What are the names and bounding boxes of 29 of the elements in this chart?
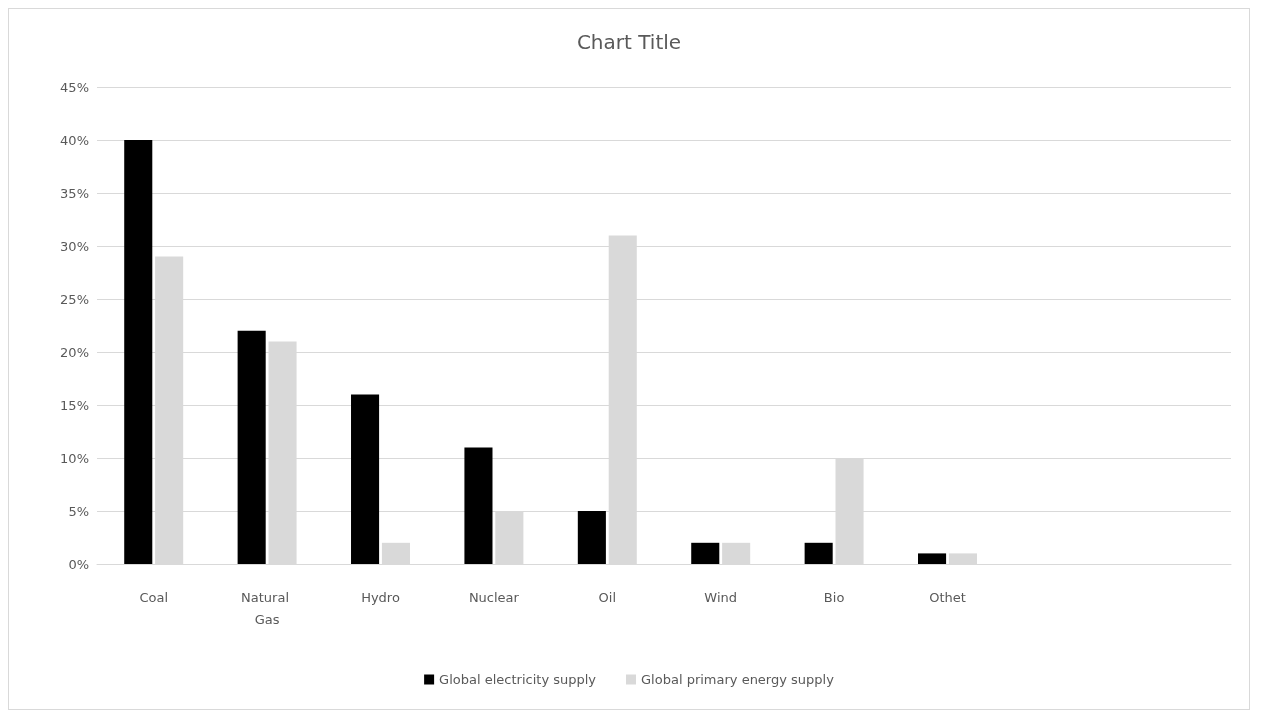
y-tick-label: 25% — [60, 291, 89, 307]
x-tick-label: Nuclear — [468, 589, 520, 605]
bar — [351, 394, 380, 564]
bar — [691, 542, 720, 564]
y-tick-label: 20% — [60, 344, 89, 360]
y-tick-label: 5% — [68, 503, 89, 519]
x-tick-label: Hydro — [361, 589, 400, 605]
legend-label: Global electricity supply — [439, 672, 597, 687]
y-tick-label: 45% — [60, 79, 89, 95]
y-tick-label: 10% — [60, 450, 89, 466]
y-tick-label: 0% — [68, 556, 89, 572]
x-tick-label: Wind — [704, 589, 738, 605]
y-tick-label: 15% — [60, 397, 89, 413]
bar — [804, 542, 833, 564]
x-tick-label: Bio — [823, 589, 845, 605]
chart-title: Chart Title — [576, 30, 682, 54]
y-tick-label: 35% — [60, 185, 89, 201]
x-tick-label: Oil — [598, 589, 617, 605]
x-tick-label: Coal — [139, 589, 168, 605]
bar — [237, 330, 266, 564]
legend-label: Global primary energy supply — [641, 672, 835, 687]
bar — [464, 447, 493, 564]
y-tick-label: 30% — [60, 238, 89, 254]
x-tick-label: Natural Gas — [241, 589, 294, 627]
y-tick-label: 40% — [60, 132, 89, 148]
bar — [124, 140, 153, 564]
bar — [918, 553, 947, 564]
x-tick-label: Othet — [929, 589, 966, 605]
bar — [577, 511, 606, 564]
